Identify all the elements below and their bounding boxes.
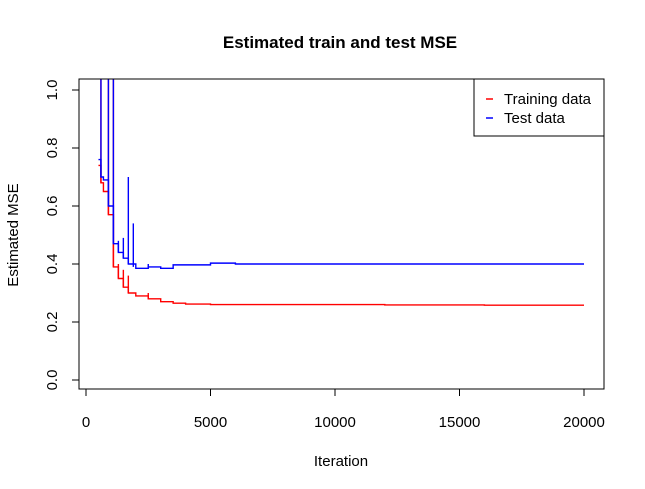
series-layer [98, 79, 584, 306]
series-line-training-data [98, 164, 584, 306]
chart-title: Estimated train and test MSE [223, 33, 457, 52]
x-tick-label-15000: 15000 [439, 414, 481, 431]
y-tick-label-0.2: 0.2 [44, 312, 61, 333]
x-axis: 0 5000 10000 15000 20000 [82, 388, 605, 431]
legend: Training data Test data [473, 78, 605, 137]
legend-box [473, 78, 605, 137]
y-axis-label: Estimated MSE [5, 183, 22, 286]
legend-label-test-data: Test data [504, 110, 566, 127]
series-line-test-data [98, 158, 584, 270]
legend-label-training-data: Training data [504, 91, 592, 108]
y-tick-label-0.4: 0.4 [44, 254, 61, 275]
x-axis-label: Iteration [314, 453, 368, 470]
x-tick-label-20000: 20000 [563, 414, 605, 431]
x-tick-label-10000: 10000 [314, 414, 356, 431]
y-tick-label-1: 1.0 [44, 80, 61, 101]
x-tick-label-0: 0 [82, 414, 90, 431]
y-tick-label-0: 0.0 [44, 370, 61, 391]
y-tick-label-0.6: 0.6 [44, 196, 61, 217]
y-tick-label-0.8: 0.8 [44, 138, 61, 159]
y-axis: 0.0 0.2 0.4 0.6 0.8 1.0 [44, 80, 80, 391]
x-tick-label-5000: 5000 [194, 414, 227, 431]
